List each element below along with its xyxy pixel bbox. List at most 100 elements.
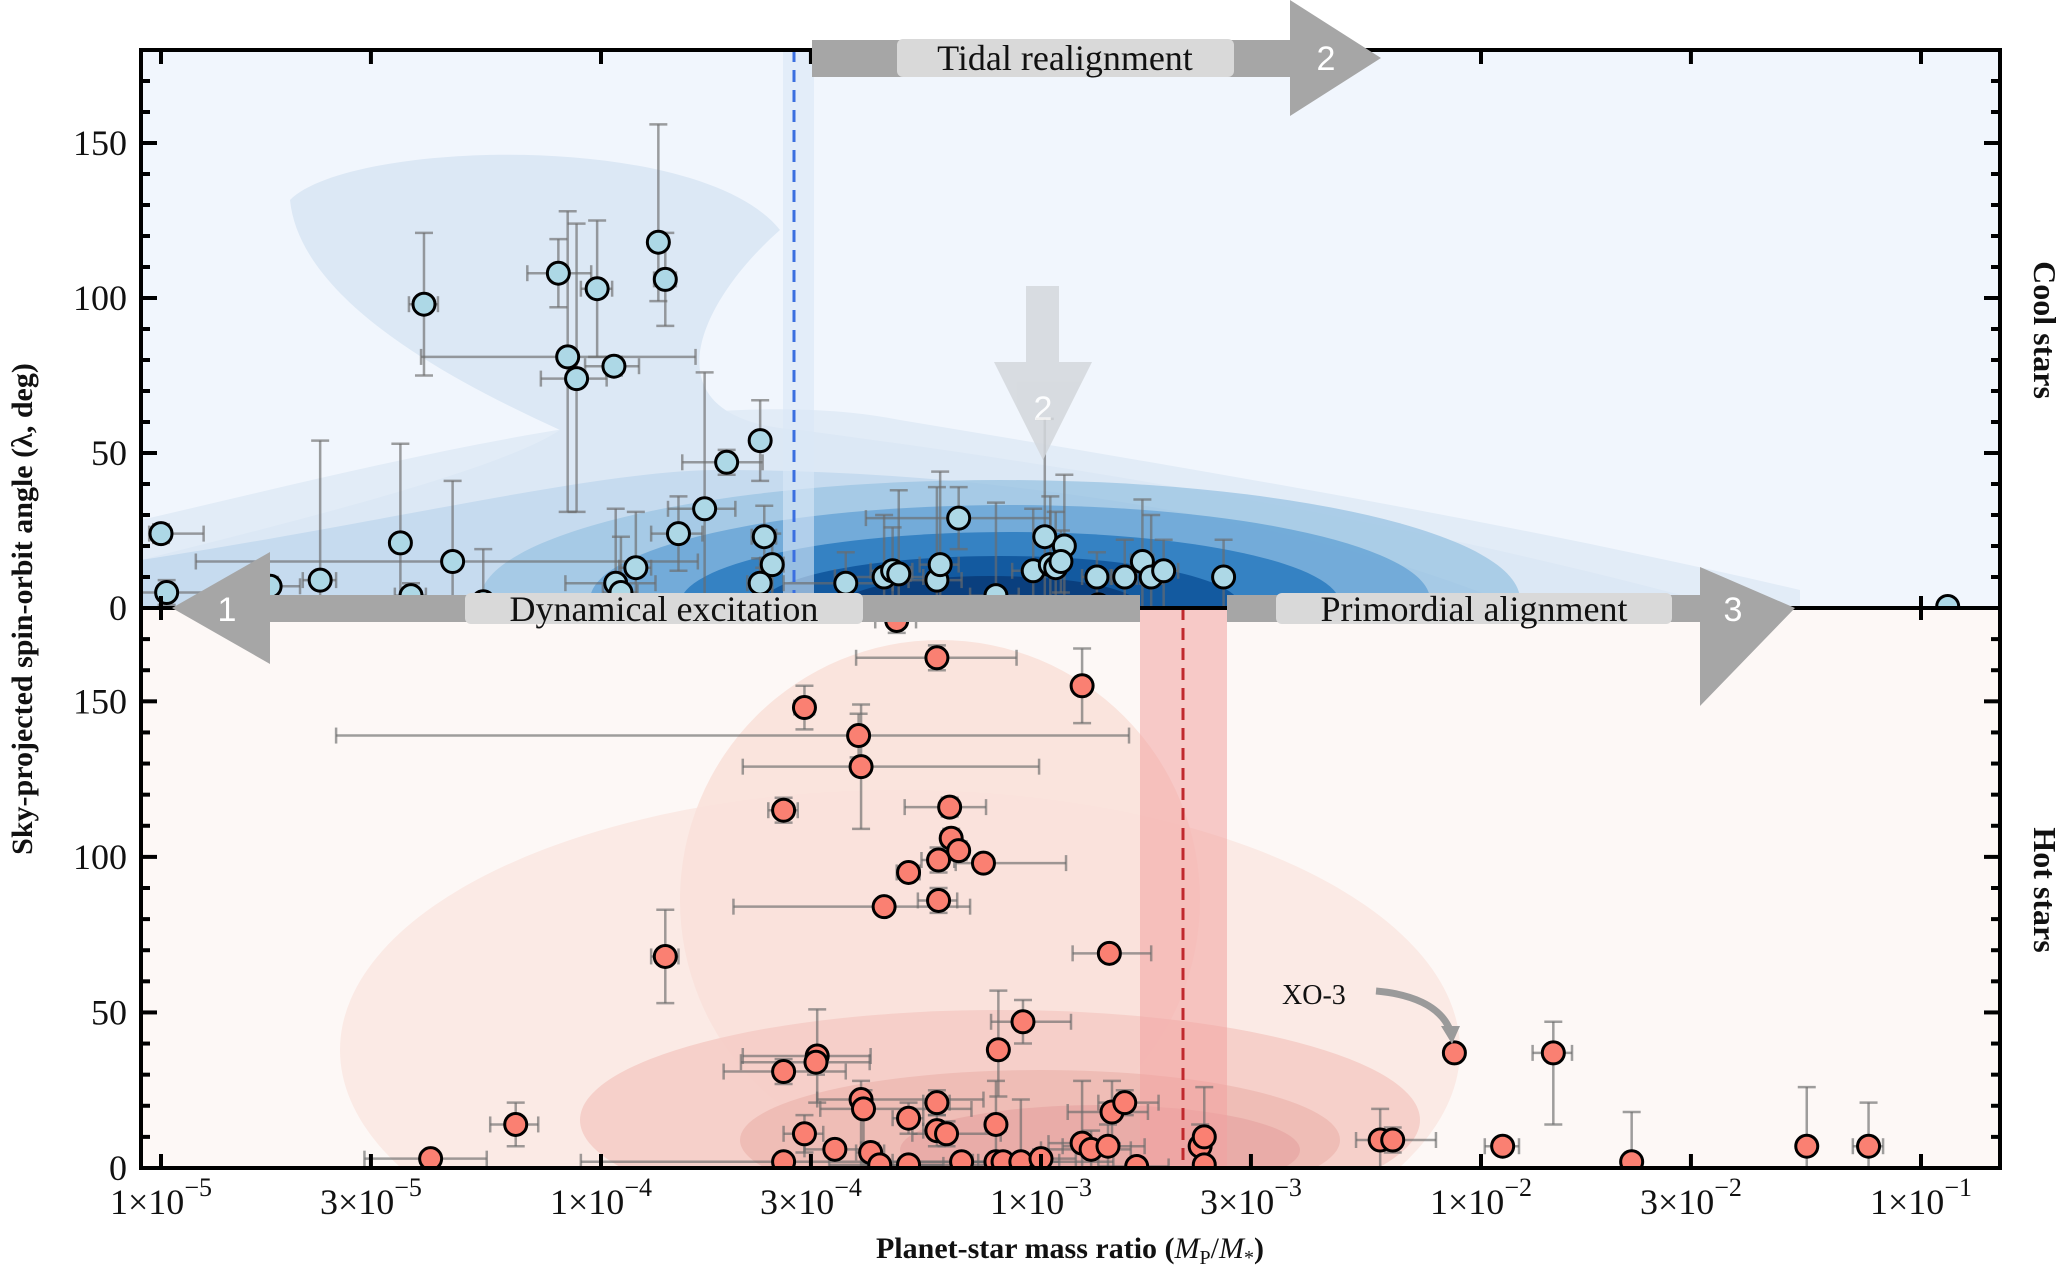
x-tick-label: 1×10−2 bbox=[1430, 1173, 1532, 1222]
cool-star-data-point bbox=[584, 276, 610, 302]
hot-star-data-point bbox=[934, 1121, 960, 1147]
hot-star-data-point bbox=[1490, 1133, 1516, 1159]
x-tick-label: 1×10−5 bbox=[110, 1173, 212, 1222]
cool-star-data-point bbox=[148, 521, 174, 547]
cool-star-data-point bbox=[387, 530, 413, 556]
arrow-2-down-number: 2 bbox=[1034, 390, 1053, 428]
x-axis-title-suffix: ) bbox=[1254, 1232, 1264, 1265]
cool-star-data-point bbox=[1048, 549, 1074, 574]
hot-star-data-point bbox=[1540, 1040, 1566, 1066]
hot-star-data-point bbox=[985, 1037, 1011, 1063]
cool-star-data-point bbox=[833, 570, 859, 596]
x-axis-title: Planet-star mass ratio (MP/M*) bbox=[876, 1232, 1264, 1269]
x-tick-label: 3×10−2 bbox=[1640, 1173, 1742, 1222]
hot-star-data-point bbox=[1441, 1040, 1467, 1066]
x-axis-title-mstar: M bbox=[1218, 1232, 1246, 1265]
xo3-pointer-arrow bbox=[1375, 987, 1454, 1032]
hot-star-data-point bbox=[983, 1111, 1009, 1137]
arrow-3-label-box bbox=[1276, 593, 1672, 624]
arrow-3-number: 3 bbox=[1724, 591, 1743, 629]
cool-star-data-point bbox=[652, 266, 678, 292]
hot-star-data-point bbox=[771, 1149, 797, 1168]
x-tick-label: 1×10−3 bbox=[990, 1173, 1092, 1222]
cool-star-data-point bbox=[927, 552, 953, 578]
arrow-2-down: 2 bbox=[994, 286, 1092, 460]
cool-star-data-point bbox=[665, 521, 691, 547]
cool-star-data-point bbox=[714, 449, 740, 475]
hot-star-data-point bbox=[1095, 1133, 1121, 1159]
panel-label-cool: Cool stars bbox=[2027, 261, 2063, 399]
arrow-1-number: 1 bbox=[218, 591, 237, 629]
hot-star-data-point bbox=[1191, 1124, 1217, 1150]
hot-star-data-point bbox=[1010, 1009, 1036, 1035]
cool-star-data-point bbox=[601, 353, 627, 379]
y-tick-label: 100 bbox=[73, 278, 127, 318]
cool-star-data-point bbox=[411, 291, 437, 317]
hot-star-errorbar bbox=[334, 712, 1131, 759]
cool-points bbox=[148, 229, 1961, 608]
cool-star-data-point bbox=[545, 260, 571, 286]
hot-star-data-point bbox=[418, 1146, 444, 1168]
hot-star-data-point bbox=[896, 859, 922, 885]
x-axis-title-slash: / bbox=[1211, 1232, 1220, 1265]
cool-star-data-point bbox=[307, 567, 333, 593]
hot-star-data-point bbox=[851, 1096, 877, 1122]
hot-star-data-point bbox=[791, 1121, 817, 1147]
xo3-annotation: XO-3 bbox=[1282, 980, 1460, 1044]
panel-label-hot: Hot stars bbox=[2027, 827, 2063, 952]
hot-star-data-point bbox=[871, 894, 897, 920]
x-axis-title-mp: M bbox=[1174, 1232, 1202, 1265]
y-tick-label: 50 bbox=[91, 992, 127, 1032]
hot-star-data-point bbox=[1794, 1133, 1820, 1159]
y-tick-label: 150 bbox=[73, 123, 127, 163]
y-axis-title: Sky-projected spin-orbit angle (λ, deg) bbox=[6, 363, 39, 855]
hot-star-data-point bbox=[1191, 1152, 1217, 1168]
cool-threshold-band bbox=[783, 50, 814, 608]
hot-star-data-point bbox=[503, 1111, 529, 1137]
cool-star-data-point bbox=[645, 229, 671, 255]
hot-star-data-point bbox=[1380, 1127, 1406, 1153]
cool-star-data-point bbox=[154, 580, 180, 605]
hot-star-data-point bbox=[1619, 1149, 1645, 1168]
hot-star-data-point bbox=[970, 850, 996, 876]
arrow-3-primordial-alignment: Primordial alignment 3 bbox=[1227, 567, 1795, 706]
hot-star-data-point bbox=[822, 1136, 848, 1162]
cool-star-data-point bbox=[1032, 524, 1058, 550]
y-axis: 0 50 100 150 0 50 100 150 bbox=[73, 48, 2000, 1188]
cool-star-errorbar bbox=[666, 371, 737, 608]
cool-star-data-point bbox=[946, 505, 972, 531]
hot-star-data-point bbox=[937, 794, 963, 820]
x-axis-title-sub-p: P bbox=[1200, 1247, 1211, 1269]
hot-star-data-point bbox=[946, 838, 972, 864]
arrow-2-number: 2 bbox=[1317, 40, 1336, 78]
hot-star-data-point bbox=[926, 887, 952, 913]
hot-star-data-point bbox=[1096, 940, 1122, 966]
cool-star-data-point bbox=[1151, 558, 1177, 584]
hot-star-data-point bbox=[771, 797, 797, 823]
x-tick-label: 3×10−5 bbox=[320, 1173, 422, 1222]
cool-star-data-point bbox=[692, 496, 718, 522]
hot-star-data-point bbox=[1112, 1090, 1138, 1116]
hot-star-data-point bbox=[791, 695, 817, 721]
cool-star-data-point bbox=[623, 555, 649, 581]
x-tick-label: 3×10−4 bbox=[760, 1173, 862, 1222]
cool-star-data-point bbox=[1112, 564, 1138, 590]
y-tick-label: 50 bbox=[91, 433, 127, 473]
xo3-pointer-head bbox=[1441, 1026, 1460, 1044]
hot-star-data-point bbox=[867, 1152, 893, 1168]
y-tick-label: 100 bbox=[73, 837, 127, 877]
cool-star-data-point bbox=[886, 561, 912, 587]
cool-star-data-point bbox=[555, 344, 581, 370]
x-tick-label: 3×10−3 bbox=[1200, 1173, 1302, 1222]
y-tick-label: 0 bbox=[109, 1148, 127, 1188]
hot-star-data-point bbox=[924, 1090, 950, 1116]
cool-star-data-point bbox=[747, 428, 773, 454]
hot-star-data-point bbox=[896, 1152, 922, 1168]
cool-star-data-point bbox=[1084, 564, 1110, 590]
hot-star-data-point bbox=[1069, 673, 1095, 699]
y-tick-label: 150 bbox=[73, 681, 127, 721]
cool-star-errorbar bbox=[391, 442, 410, 608]
hot-star-data-point bbox=[896, 1105, 922, 1131]
y-tick-label: 0 bbox=[109, 588, 127, 628]
